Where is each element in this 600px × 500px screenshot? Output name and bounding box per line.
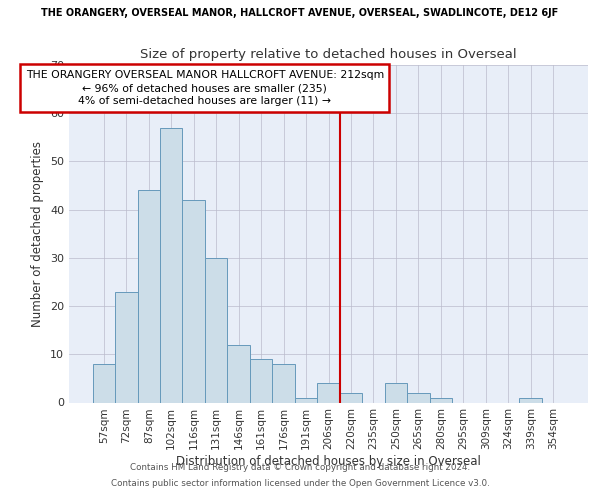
Bar [92,364,115,403]
Text: THE ORANGERY OVERSEAL MANOR HALLCROFT AVENUE: 212sqm
← 96% of detached houses ar: THE ORANGERY OVERSEAL MANOR HALLCROFT AV… [26,70,384,106]
Bar [272,364,295,403]
Bar [205,258,227,402]
Bar [407,393,430,402]
Title: Size of property relative to detached houses in Overseal: Size of property relative to detached ho… [140,48,517,61]
Text: Contains HM Land Registry data © Crown copyright and database right 2024.: Contains HM Land Registry data © Crown c… [130,464,470,472]
Bar [182,200,205,402]
Bar [160,128,182,402]
Bar [317,383,340,402]
Bar [227,344,250,403]
Text: Contains public sector information licensed under the Open Government Licence v3: Contains public sector information licen… [110,478,490,488]
Bar [137,190,160,402]
Text: THE ORANGERY, OVERSEAL MANOR, HALLCROFT AVENUE, OVERSEAL, SWADLINCOTE, DE12 6JF: THE ORANGERY, OVERSEAL MANOR, HALLCROFT … [41,8,559,18]
X-axis label: Distribution of detached houses by size in Overseal: Distribution of detached houses by size … [176,455,481,468]
Bar [250,359,272,403]
Bar [340,393,362,402]
Y-axis label: Number of detached properties: Number of detached properties [31,141,44,327]
Bar [385,383,407,402]
Bar [430,398,452,402]
Bar [520,398,542,402]
Bar [295,398,317,402]
Bar [115,292,137,403]
